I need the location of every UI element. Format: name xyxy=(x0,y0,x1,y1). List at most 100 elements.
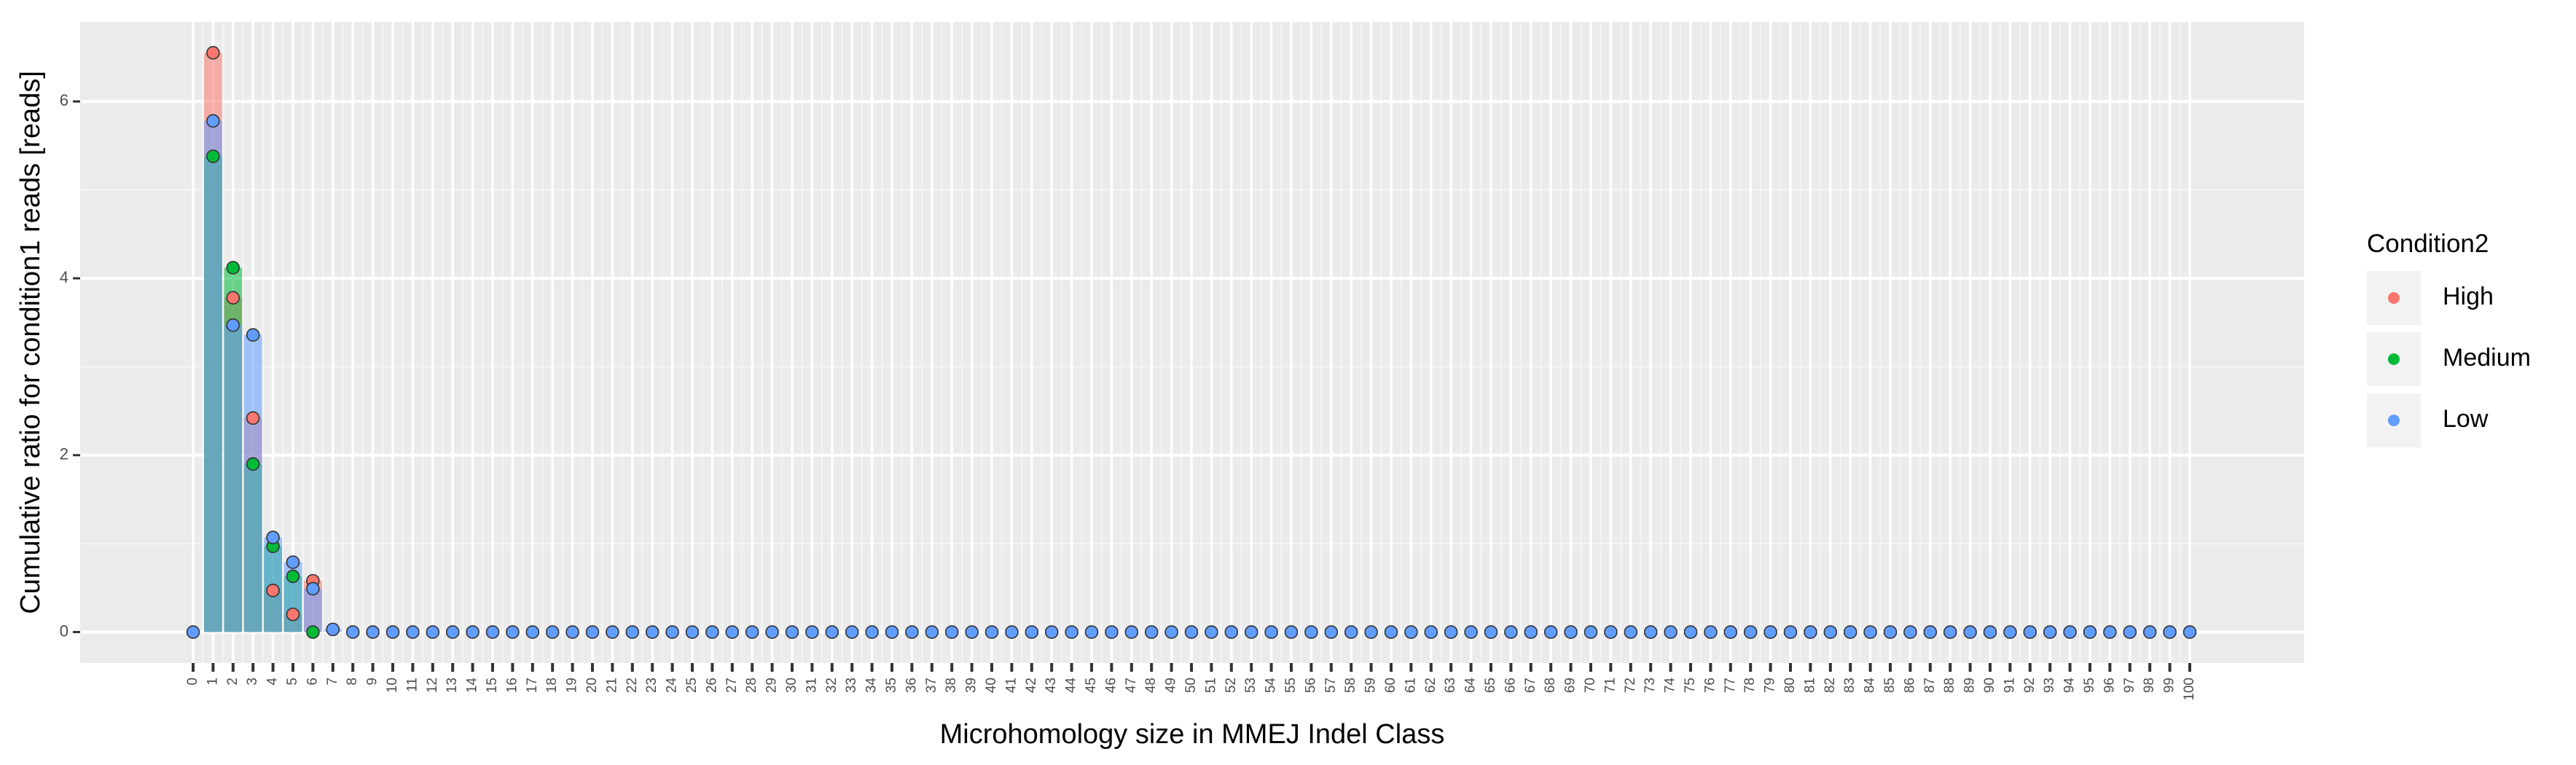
point-low-59 xyxy=(1364,625,1378,639)
point-low-17 xyxy=(525,625,540,639)
point-low-24 xyxy=(665,625,679,639)
y-tick-label: 4 xyxy=(60,268,68,286)
x-tick-label: 84 xyxy=(1863,678,1878,694)
x-tick-label: 13 xyxy=(445,678,460,693)
x-tick-label: 87 xyxy=(1922,678,1938,693)
point-low-90 xyxy=(1983,625,1997,639)
x-tick-label: 60 xyxy=(1383,678,1398,693)
x-tick-label: 80 xyxy=(1782,678,1798,693)
point-high-3 xyxy=(246,411,260,425)
x-tick-label: 5 xyxy=(285,678,300,686)
x-tick-label: 48 xyxy=(1143,678,1159,693)
x-tick-label: 36 xyxy=(904,678,919,693)
x-tick-label: 85 xyxy=(1882,678,1898,693)
x-tick-label: 4 xyxy=(265,678,281,686)
x-tick-label: 11 xyxy=(404,678,420,692)
x-tick-label: 59 xyxy=(1363,678,1379,693)
point-low-87 xyxy=(1923,625,1938,639)
point-low-32 xyxy=(825,625,839,639)
legend-label-high: High xyxy=(2443,283,2494,310)
points-layer xyxy=(186,46,2197,639)
x-tick-label: 25 xyxy=(684,678,700,693)
x-tick-label: 26 xyxy=(704,678,719,693)
x-tick-label: 57 xyxy=(1323,678,1339,693)
point-low-12 xyxy=(426,625,440,639)
x-tick-label: 30 xyxy=(784,678,799,693)
x-tick-label: 82 xyxy=(1823,678,1838,693)
point-low-16 xyxy=(506,625,520,639)
point-low-48 xyxy=(1144,625,1159,639)
x-tick-label: 9 xyxy=(365,678,380,686)
legend-dot-medium xyxy=(2388,353,2400,365)
x-tick-label: 63 xyxy=(1443,678,1458,693)
x-tick-label: 96 xyxy=(2102,678,2117,693)
point-low-9 xyxy=(366,625,380,639)
point-low-50 xyxy=(1184,625,1199,639)
x-tick-label: 77 xyxy=(1723,678,1738,693)
point-low-99 xyxy=(2163,625,2177,639)
point-low-25 xyxy=(685,625,700,639)
point-low-67 xyxy=(1524,625,1538,639)
x-tick-label: 46 xyxy=(1103,678,1119,693)
point-low-97 xyxy=(2123,625,2137,639)
x-tick-label: 37 xyxy=(924,678,939,693)
point-low-35 xyxy=(885,625,899,639)
point-low-7 xyxy=(326,622,340,637)
x-tick-label: 92 xyxy=(2022,678,2037,693)
point-low-71 xyxy=(1604,625,1618,639)
x-tick-label: 62 xyxy=(1423,678,1438,693)
x-tick-label: 17 xyxy=(525,678,540,693)
point-low-93 xyxy=(2043,625,2057,639)
point-low-76 xyxy=(1704,625,1718,639)
point-low-22 xyxy=(625,625,640,639)
point-low-30 xyxy=(785,625,799,639)
x-tick-label: 33 xyxy=(844,678,859,693)
point-low-49 xyxy=(1164,625,1178,639)
x-tick-label: 53 xyxy=(1243,678,1258,693)
point-low-18 xyxy=(545,625,560,639)
point-low-96 xyxy=(2103,625,2117,639)
x-tick-label: 55 xyxy=(1283,678,1299,693)
x-tick-label: 86 xyxy=(1902,678,1917,693)
point-low-31 xyxy=(805,625,819,639)
x-tick-label: 10 xyxy=(385,678,400,693)
point-low-65 xyxy=(1484,625,1498,639)
point-low-66 xyxy=(1504,625,1518,639)
point-low-45 xyxy=(1084,625,1099,639)
point-low-1 xyxy=(206,114,220,128)
x-tick-label: 58 xyxy=(1343,678,1358,693)
x-tick-label: 35 xyxy=(884,678,899,693)
point-low-53 xyxy=(1244,625,1258,639)
point-low-98 xyxy=(2142,625,2157,639)
point-low-85 xyxy=(1883,625,1898,639)
point-low-89 xyxy=(1963,625,1977,639)
point-low-72 xyxy=(1624,625,1638,639)
y-axis-title: Cumulative ratio for condition1 reads [r… xyxy=(15,71,46,614)
x-tick-label: 15 xyxy=(485,678,500,693)
point-low-6 xyxy=(306,581,320,596)
x-tick-label: 3 xyxy=(245,678,260,686)
y-tick-label: 2 xyxy=(60,445,68,463)
point-low-4 xyxy=(266,530,280,544)
point-low-33 xyxy=(845,625,859,639)
legend-title: Condition2 xyxy=(2367,230,2489,258)
legend: Condition2 High Medium Low xyxy=(2367,230,2531,447)
y-tick-label: 0 xyxy=(60,621,68,640)
point-high-2 xyxy=(226,291,240,305)
point-low-57 xyxy=(1324,625,1339,639)
point-medium-5 xyxy=(286,569,300,584)
x-axis-title: Microhomology size in MMEJ Indel Class xyxy=(940,719,1445,750)
x-tick-label: 12 xyxy=(425,678,440,693)
point-low-82 xyxy=(1823,625,1838,639)
x-tick-label: 91 xyxy=(2002,678,2017,693)
x-tick-label: 16 xyxy=(504,678,520,693)
point-low-39 xyxy=(965,625,979,639)
x-tick-label: 76 xyxy=(1702,678,1718,693)
x-tick-label: 23 xyxy=(644,678,659,693)
x-tick-label: 73 xyxy=(1643,678,1658,693)
x-tick-label: 72 xyxy=(1623,678,1638,693)
x-tick-label: 21 xyxy=(604,678,619,693)
x-tick-label: 32 xyxy=(824,678,839,693)
x-tick-label: 43 xyxy=(1044,678,1059,693)
x-tick-label: 22 xyxy=(625,678,640,693)
